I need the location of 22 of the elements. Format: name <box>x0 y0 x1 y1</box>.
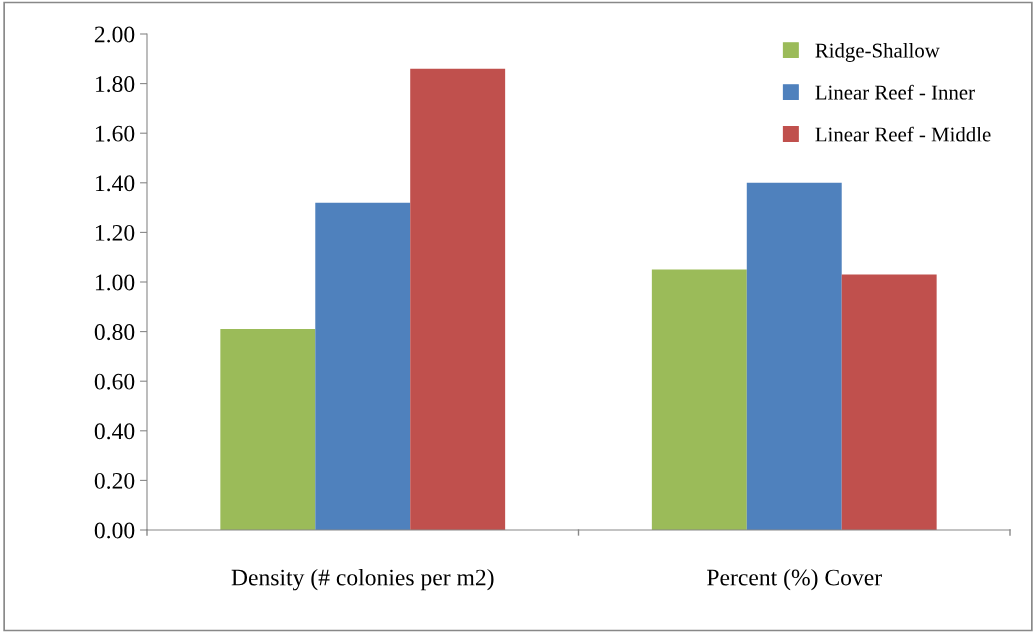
legend-label: Linear Reef - Inner <box>815 84 975 100</box>
y-tick-label: 0.20 <box>94 472 135 489</box>
legend-label: Ridge-Shallow <box>815 42 940 62</box>
bar <box>651 269 747 530</box>
y-tick-label: 0.00 <box>94 522 135 539</box>
bar <box>315 202 411 530</box>
y-tick-label: 0.60 <box>94 373 135 390</box>
bar <box>220 329 316 530</box>
y-tick-label: 2.00 <box>94 26 135 43</box>
legend-label: Linear Reef - Middle <box>815 126 991 142</box>
x-tick-label: Density (# colonies per m2) <box>231 568 494 591</box>
y-tick-label: 1.80 <box>95 76 135 93</box>
x-tick-label: Percent (%) Cover <box>707 568 882 591</box>
y-tick-label: 1.60 <box>95 125 135 142</box>
y-tick-label: 0.40 <box>94 423 135 440</box>
y-tick-label: 1.20 <box>95 224 135 241</box>
y-tick-label: 1.00 <box>95 274 135 291</box>
y-tick-label: 0.80 <box>94 324 135 341</box>
bar <box>841 274 937 530</box>
y-tick-label: 1.40 <box>95 175 135 192</box>
bar <box>746 182 842 530</box>
bar <box>410 68 506 530</box>
